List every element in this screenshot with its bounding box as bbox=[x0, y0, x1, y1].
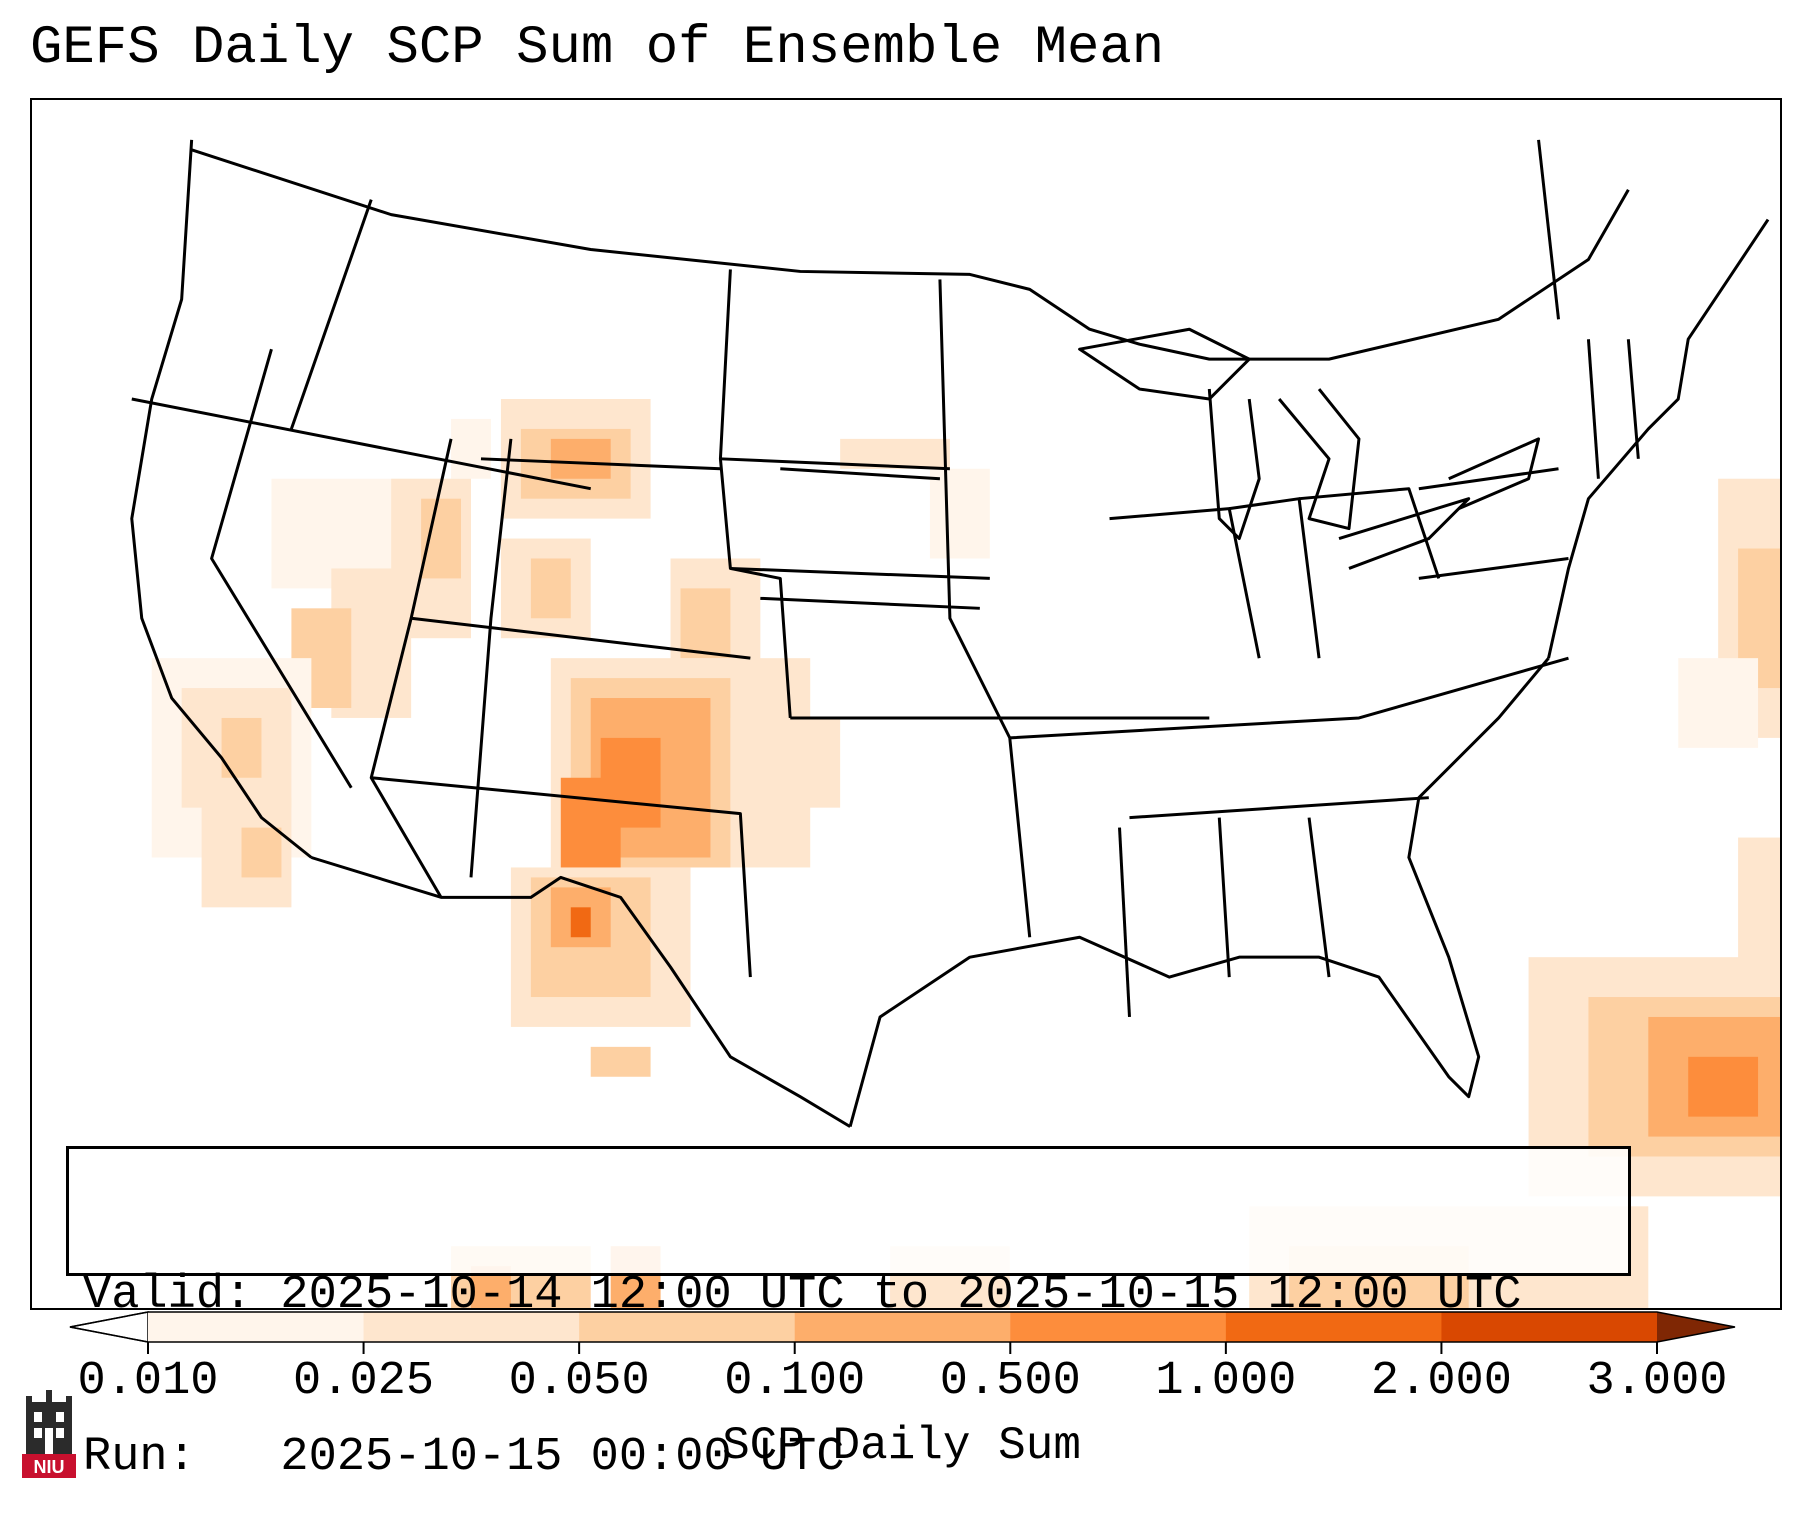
colorbar-tick-label: 0.050 bbox=[508, 1355, 650, 1408]
colorbar-tick-label: 1.000 bbox=[1155, 1355, 1297, 1408]
colorbar-over-arrow bbox=[1657, 1312, 1735, 1342]
university-tower-icon: NIU bbox=[22, 1390, 76, 1478]
logo-text: NIU bbox=[34, 1457, 65, 1477]
valid-run-box: Valid: 2025-10-14 12:00 UTC to 2025-10-1… bbox=[66, 1146, 1631, 1484]
colorbar-tick-label: 0.010 bbox=[77, 1355, 219, 1408]
colorbar-under-arrow bbox=[69, 1311, 149, 1343]
colorbar-segment bbox=[1441, 1312, 1658, 1342]
colorbar-tick-label: 0.100 bbox=[724, 1355, 866, 1408]
colorbar-tick-label: 0.500 bbox=[939, 1355, 1081, 1408]
map-title: GEFS Daily SCP Sum of Ensemble Mean bbox=[30, 18, 1165, 79]
colorbar-label: SCP Daily Sum bbox=[722, 1420, 1081, 1472]
colorbar-segment bbox=[1010, 1312, 1227, 1342]
colorbar-tick-label: 0.025 bbox=[293, 1355, 435, 1408]
run-time-text: Run: 2025-10-15 00:00 UTC bbox=[83, 1431, 845, 1484]
colorbar-tick-label: 3.000 bbox=[1586, 1355, 1728, 1408]
colorbar-segment bbox=[148, 1312, 365, 1342]
colorbar-segment bbox=[579, 1312, 796, 1342]
colorbar-segment bbox=[794, 1312, 1011, 1342]
boundary-layer bbox=[130, 139, 1770, 1128]
colorbar-segment bbox=[363, 1312, 580, 1342]
colorbar-segment bbox=[1225, 1312, 1442, 1342]
colorbar-tick-label: 2.000 bbox=[1370, 1355, 1512, 1408]
map-panel bbox=[30, 98, 1782, 1310]
scp-shading-layer bbox=[151, 399, 1780, 1308]
colorbar bbox=[69, 1311, 1736, 1354]
niu-logo: NIU bbox=[20, 1388, 78, 1480]
colorbar-graphic bbox=[69, 1311, 1736, 1354]
map-canvas bbox=[130, 139, 1780, 1308]
